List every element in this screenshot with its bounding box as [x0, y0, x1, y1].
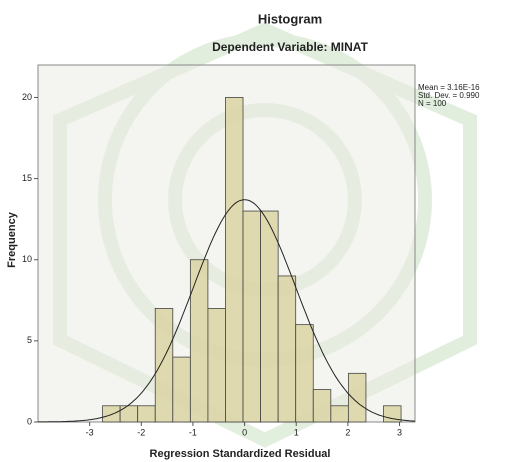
chart-title: Histogram	[258, 11, 322, 26]
x-tick-label: 1	[294, 427, 299, 437]
bar	[296, 325, 314, 422]
bar	[208, 308, 226, 422]
x-tick-label: -1	[189, 427, 197, 437]
bar	[173, 357, 191, 422]
y-tick-label: 0	[27, 416, 32, 426]
bar	[348, 373, 366, 422]
bar	[103, 406, 121, 422]
bar	[190, 260, 208, 422]
y-tick-label: 5	[27, 335, 32, 345]
bar	[243, 211, 261, 422]
bar	[313, 390, 331, 422]
bar	[261, 211, 279, 422]
x-tick-label: -2	[137, 427, 145, 437]
x-tick-label: 0	[242, 427, 247, 437]
bar	[120, 406, 138, 422]
y-tick-label: 10	[22, 254, 32, 264]
x-tick-label: 3	[397, 427, 402, 437]
y-axis-label: Frequency	[6, 211, 18, 268]
x-tick-label: -3	[86, 427, 94, 437]
chart-subtitle: Dependent Variable: MINAT	[212, 40, 368, 54]
x-axis-label: Regression Standardized Residual	[150, 448, 331, 460]
bar	[138, 406, 156, 422]
y-tick-label: 15	[22, 173, 32, 183]
stat-label: N = 100	[418, 99, 447, 108]
bar	[331, 406, 349, 422]
bar	[155, 308, 173, 422]
x-tick-label: 2	[345, 427, 350, 437]
y-tick-label: 20	[22, 92, 32, 102]
bar	[225, 97, 243, 422]
bar	[278, 276, 296, 422]
chart: Histogram Dependent Variable: MINAT Regr…	[0, 0, 525, 462]
